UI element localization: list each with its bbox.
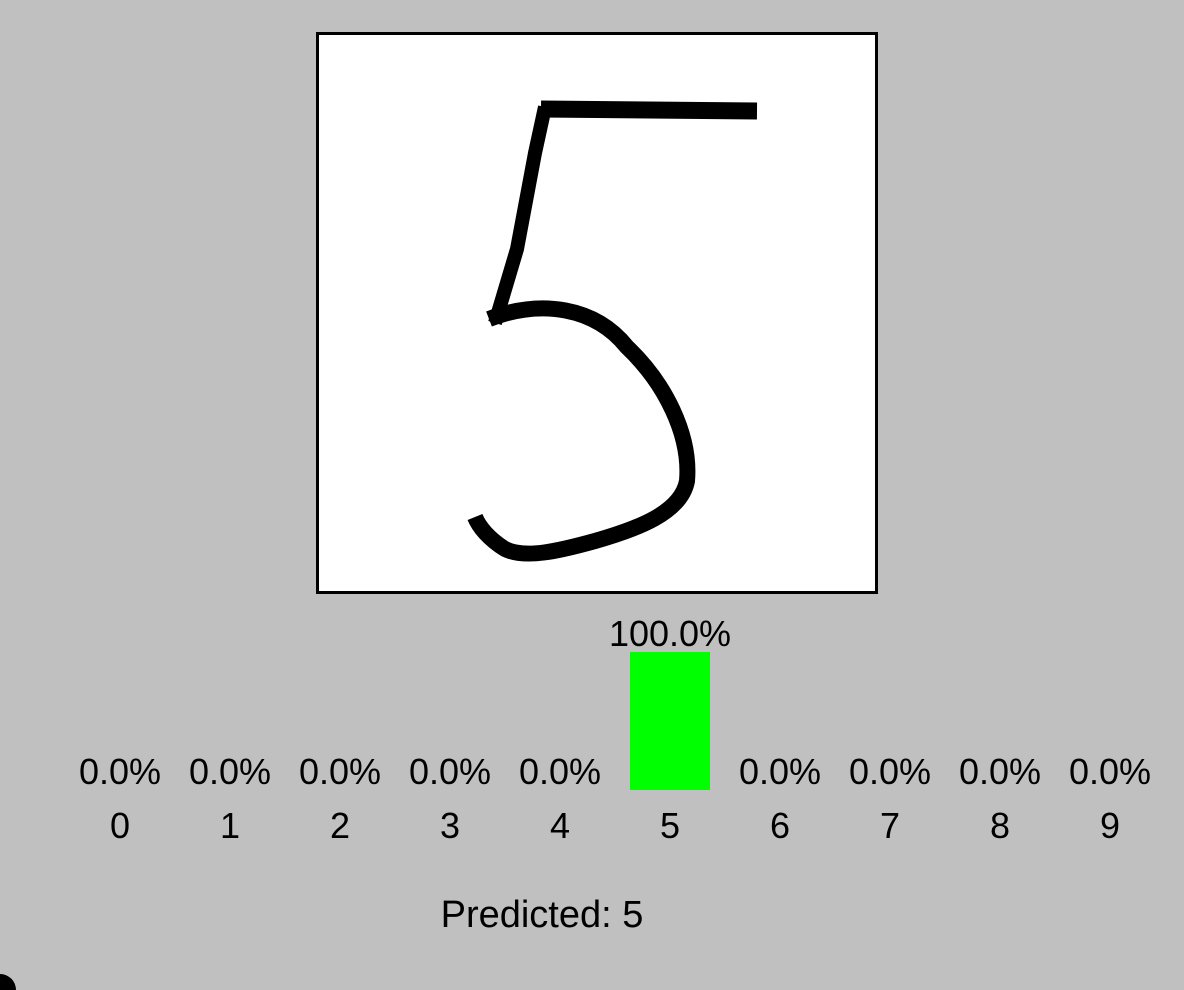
bar-value-label-9: 0.0%	[1069, 751, 1151, 792]
category-label-7: 7	[880, 805, 900, 846]
bar-group-7: 0.0% 7	[849, 751, 931, 846]
probability-chart: 0.0% 0 0.0% 1 0.0% 2 0.0% 3 0.0% 4 100.0% 5 0.0% 6 0.0…	[0, 600, 1184, 860]
category-label-4: 4	[550, 805, 570, 846]
bar-value-label-8: 0.0%	[959, 751, 1041, 792]
bar-group-5: 100.0% 5	[609, 613, 731, 846]
bar-group-8: 0.0% 8	[959, 751, 1041, 846]
category-label-1: 1	[220, 805, 240, 846]
category-label-6: 6	[770, 805, 790, 846]
bar-group-9: 0.0% 9	[1069, 751, 1151, 846]
bar-group-6: 0.0% 6	[739, 751, 821, 846]
category-label-8: 8	[990, 805, 1010, 846]
bar-value-label-3: 0.0%	[409, 751, 491, 792]
bar-value-label-1: 0.0%	[189, 751, 271, 792]
bar-group-3: 0.0% 3	[409, 751, 491, 846]
bar-value-label-0: 0.0%	[79, 751, 161, 792]
category-label-5: 5	[660, 805, 680, 846]
handwritten-digit-stroke	[467, 100, 758, 562]
category-label-3: 3	[440, 805, 460, 846]
bar-group-2: 0.0% 2	[299, 751, 381, 846]
bar-value-label-2: 0.0%	[299, 751, 381, 792]
bar-value-label-6: 0.0%	[739, 751, 821, 792]
window-corner	[0, 974, 16, 990]
drawing-canvas[interactable]	[316, 32, 878, 594]
prediction-label: Predicted: 5	[440, 894, 644, 936]
bar-group-0: 0.0% 0	[79, 751, 161, 846]
bar-value-label-7: 0.0%	[849, 751, 931, 792]
bar-group-4: 0.0% 4	[519, 751, 601, 846]
category-label-2: 2	[330, 805, 350, 846]
bar-group-1: 0.0% 1	[189, 751, 271, 846]
category-label-0: 0	[110, 805, 130, 846]
bar-5	[630, 652, 710, 790]
category-label-9: 9	[1100, 805, 1120, 846]
bar-value-label-5: 100.0%	[609, 613, 731, 654]
bar-value-label-4: 0.0%	[519, 751, 601, 792]
